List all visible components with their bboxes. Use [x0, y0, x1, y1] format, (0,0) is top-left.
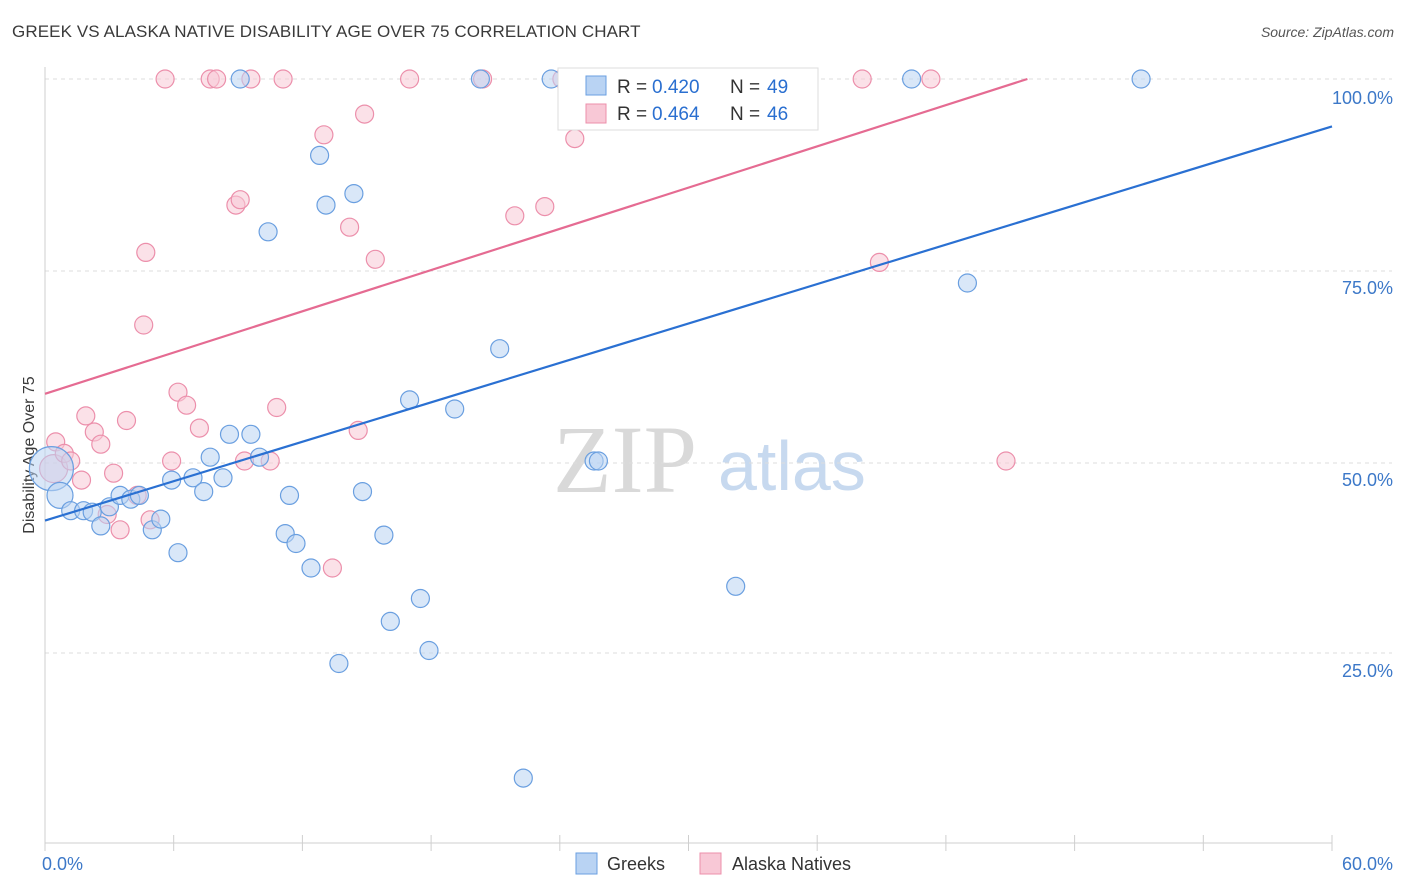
alaska-natives-point	[340, 217, 360, 237]
greeks-point	[380, 611, 400, 632]
bottom-legend-swatch-greeks	[575, 852, 598, 875]
y-axis-title: Disability Age Over 75	[21, 376, 38, 534]
watermark-atlas: atlas	[718, 427, 866, 505]
bottom-legend-label-natives: Alaska Natives	[732, 854, 851, 874]
y-tick-label: 50.0%	[1342, 470, 1393, 490]
alaska-natives-point	[355, 104, 375, 124]
alaska-natives-point	[136, 242, 156, 262]
alaska-natives-point	[273, 69, 293, 89]
alaska-natives-point	[365, 249, 385, 269]
greeks-point	[301, 558, 321, 578]
chart-title: GREEK VS ALASKA NATIVE DISABILITY AGE OV…	[12, 22, 641, 41]
alaska-natives-point	[116, 410, 137, 431]
greeks-point	[419, 640, 439, 661]
alaska-natives-point	[189, 418, 209, 438]
greeks-point	[241, 424, 261, 444]
alaska-natives-point	[134, 315, 154, 335]
alaska-natives-point	[267, 397, 287, 418]
greeks-point	[410, 588, 430, 609]
alaska-natives-point	[230, 190, 250, 210]
legend-n-label-natives: N =	[730, 104, 760, 125]
legend-swatch-natives	[585, 103, 607, 124]
legend-n-value-greeks: 49	[767, 77, 788, 98]
greeks-trend-line	[44, 125, 1333, 522]
greeks-point	[258, 222, 278, 242]
bottom-legend-swatch-natives	[699, 852, 722, 875]
series-alaska-natives	[38, 69, 1016, 578]
alaska-natives-point	[505, 206, 525, 226]
alaska-natives-point	[322, 558, 342, 578]
alaska-natives-point	[852, 69, 872, 89]
greeks-point	[219, 424, 240, 444]
y-tick-labels: 25.0% 50.0% 75.0% 100.0%	[1332, 88, 1393, 681]
alaska-natives-point	[921, 69, 941, 89]
alaska-natives-trend-line	[44, 77, 1028, 395]
legend-n-value-natives: 46	[767, 104, 788, 125]
greeks-point	[344, 184, 364, 204]
x-tick-label-max: 60.0%	[1342, 854, 1393, 874]
greeks-point	[168, 543, 188, 563]
series-legend: Greeks Alaska Natives	[575, 852, 851, 875]
alaska-natives-point	[207, 69, 227, 89]
greeks-point	[352, 482, 373, 502]
alaska-natives-point	[314, 125, 334, 145]
trend-lines	[44, 77, 1333, 522]
alaska-natives-point	[162, 451, 182, 471]
greeks-point	[588, 451, 609, 471]
greeks-point	[513, 768, 533, 788]
alaska-natives-point	[400, 69, 420, 89]
greeks-point	[329, 653, 349, 674]
greeks-point	[230, 69, 250, 89]
alaska-natives-point	[71, 470, 92, 490]
greeks-point	[200, 447, 220, 467]
legend-r-label-natives: R =	[617, 104, 647, 125]
alaska-natives-point	[103, 463, 124, 483]
bottom-legend-label-greeks: Greeks	[607, 854, 665, 874]
greeks-point	[91, 516, 111, 536]
series-greeks	[28, 69, 1151, 788]
alaska-natives-point	[177, 395, 197, 415]
greeks-point	[957, 273, 978, 293]
greeks-point	[46, 481, 74, 509]
legend-r-value-greeks: 0.420	[652, 77, 700, 98]
alaska-natives-point	[565, 129, 585, 149]
legend-swatch-greeks	[585, 75, 607, 96]
alaska-natives-point	[110, 520, 130, 540]
greeks-point	[213, 468, 233, 488]
y-tick-label: 100.0%	[1332, 88, 1393, 108]
x-tick-label-min: 0.0%	[42, 854, 83, 874]
greeks-point	[374, 525, 394, 545]
greeks-point	[286, 533, 306, 554]
legend-r-value-natives: 0.464	[652, 104, 700, 125]
greeks-point	[901, 69, 922, 89]
alaska-natives-point	[91, 434, 111, 454]
greeks-point	[490, 339, 510, 359]
alaska-natives-point	[155, 69, 175, 89]
y-tick-label: 25.0%	[1342, 661, 1393, 681]
legend-n-label-greeks: N =	[730, 77, 760, 98]
greeks-point	[726, 576, 746, 596]
greeks-point	[279, 485, 300, 505]
y-tick-label: 75.0%	[1342, 278, 1393, 298]
greeks-point	[445, 399, 465, 419]
watermark-zip: ZIP	[553, 406, 697, 513]
correlation-legend: R = 0.420 N = 49 R = 0.464 N = 46	[557, 67, 819, 131]
alaska-natives-point	[535, 197, 555, 217]
greeks-point	[151, 509, 171, 529]
greeks-point	[316, 195, 336, 215]
greeks-point	[470, 69, 490, 89]
alaska-natives-point	[996, 451, 1016, 471]
greeks-point	[1131, 69, 1151, 89]
legend-r-label-greeks: R =	[617, 77, 647, 98]
alaska-natives-point	[76, 406, 96, 426]
greeks-point	[194, 482, 214, 502]
greeks-point	[310, 145, 330, 165]
source-credit: Source: ZipAtlas.com	[1260, 24, 1394, 40]
